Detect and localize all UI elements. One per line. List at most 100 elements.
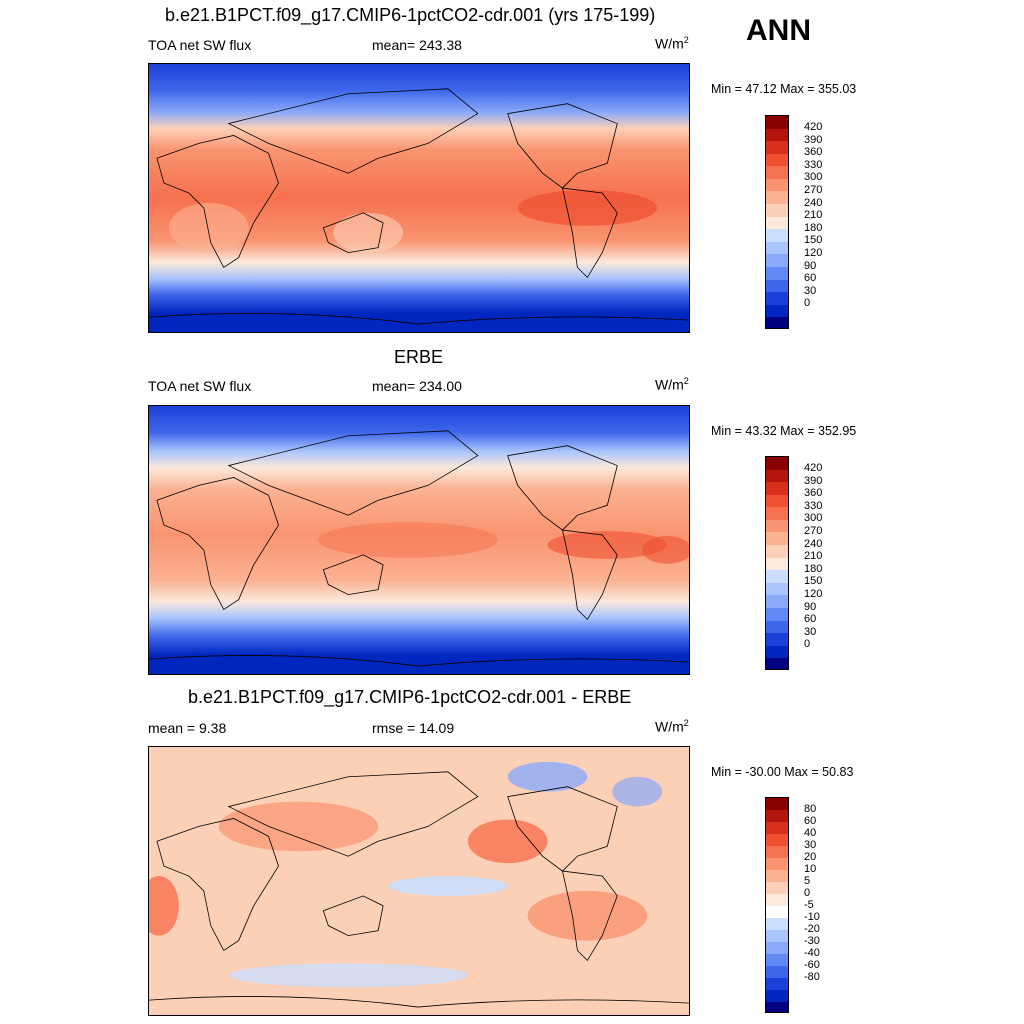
panel-title-diff: b.e21.B1PCT.f09_g17.CMIP6-1pctCO2-cdr.00… bbox=[188, 687, 632, 707]
colorbar-segment bbox=[766, 166, 788, 179]
colorbar-segment bbox=[766, 966, 788, 978]
colorbar-tick-label: 60 bbox=[804, 272, 817, 285]
colorbar-tick-label: 60 bbox=[804, 613, 817, 626]
colorbar-tick-label: 30 bbox=[804, 284, 817, 297]
colorbar-tick-label: -40 bbox=[804, 946, 820, 959]
colorbar-segment bbox=[766, 229, 788, 242]
panel-mean-label: mean = 9.38 bbox=[148, 720, 227, 736]
colorbar-tick-label: 360 bbox=[804, 487, 823, 500]
colorbar-segment bbox=[766, 620, 788, 634]
colorbar-tick-label: 80 bbox=[804, 802, 817, 815]
colorbar-segment bbox=[766, 930, 788, 942]
colorbar-segment bbox=[766, 894, 788, 906]
colorbar-tick-label: 10 bbox=[804, 862, 817, 875]
colorbar-tick-label: 5 bbox=[804, 874, 811, 887]
colorbar-segment bbox=[766, 191, 788, 205]
colorbar-tick-label: 150 bbox=[804, 234, 823, 247]
colorbar-tick-label: 330 bbox=[804, 499, 823, 512]
colorbar-tick-label: 330 bbox=[804, 158, 823, 171]
colorbar-segment bbox=[766, 1002, 788, 1012]
colorbar-segment bbox=[766, 954, 788, 966]
colorbar-tick-label: 40 bbox=[804, 826, 817, 839]
colorbar-segment bbox=[766, 978, 788, 990]
colorbar-tick-label: 300 bbox=[804, 171, 823, 184]
minmax-label-obs: Min = 43.32 Max = 352.95 bbox=[711, 424, 857, 438]
colorbar-segment bbox=[766, 645, 788, 659]
colorbar-segment bbox=[766, 942, 788, 954]
colorbar-tick-label: 270 bbox=[804, 184, 823, 197]
colorbar-segment bbox=[766, 545, 788, 558]
colorbar-tick-label: 60 bbox=[804, 814, 817, 827]
colorbar-segment bbox=[766, 216, 788, 230]
map-model-plot bbox=[149, 64, 689, 332]
colorbar-tick-label: 90 bbox=[804, 600, 817, 613]
colorbar-segment bbox=[766, 570, 788, 583]
colorbar-segment bbox=[766, 607, 788, 621]
map-diff-plot bbox=[149, 747, 689, 1015]
colorbar-tick-label: -20 bbox=[804, 922, 820, 935]
colorbar-tick-label: -10 bbox=[804, 910, 820, 923]
colorbar-segment bbox=[766, 918, 788, 930]
colorbar-tick-label: -30 bbox=[804, 934, 820, 947]
colorbar-tick-label: 210 bbox=[804, 550, 823, 563]
colorbar-segment bbox=[766, 178, 788, 192]
panel-variable-label: TOA net SW flux bbox=[148, 37, 252, 53]
colorbar-segment bbox=[766, 254, 788, 267]
colorbar-tick-label: 0 bbox=[804, 638, 811, 651]
colorbar-tick-label: 150 bbox=[804, 575, 823, 588]
colorbar-obs bbox=[765, 456, 789, 670]
colorbar-tick-label: 0 bbox=[804, 886, 811, 899]
colorbar-segment bbox=[766, 846, 788, 858]
colorbar-tick-label: 210 bbox=[804, 209, 823, 222]
colorbar-segment bbox=[766, 557, 788, 571]
colorbar-tick-label: 360 bbox=[804, 146, 823, 159]
colorbar-segment bbox=[766, 317, 788, 328]
panel-mean-label: mean= 234.00 bbox=[372, 378, 462, 394]
colorbar-tick-label: 390 bbox=[804, 133, 823, 146]
colorbar-tick-label: 240 bbox=[804, 196, 823, 209]
panel-title-obs: ERBE bbox=[394, 347, 444, 367]
colorbar-diff bbox=[765, 797, 789, 1013]
colorbar-tick-label: 30 bbox=[804, 838, 817, 851]
colorbar-segment bbox=[766, 241, 788, 255]
panel-variable-label: TOA net SW flux bbox=[148, 378, 252, 394]
colorbar-tick-label: -60 bbox=[804, 958, 820, 971]
panel-units: W/m2 bbox=[655, 718, 689, 735]
colorbar-tick-label: 420 bbox=[804, 121, 823, 134]
panel-units: W/m2 bbox=[655, 376, 689, 393]
colorbar-segment bbox=[766, 633, 788, 646]
colorbar-segment bbox=[766, 595, 788, 608]
colorbar-tick-label: 300 bbox=[804, 512, 823, 525]
panel-units: W/m2 bbox=[655, 35, 689, 52]
colorbar-segment bbox=[766, 469, 788, 483]
colorbar-segment bbox=[766, 658, 788, 669]
panel-title-model: b.e21.B1PCT.f09_g17.CMIP6-1pctCO2-cdr.00… bbox=[165, 5, 656, 25]
map-obs bbox=[148, 405, 690, 675]
colorbar-tick-label: 180 bbox=[804, 562, 823, 575]
panel-mean-label: mean= 243.38 bbox=[372, 37, 462, 53]
colorbar-segment bbox=[766, 292, 788, 305]
colorbar-tick-label: -80 bbox=[804, 970, 820, 983]
colorbar-segment bbox=[766, 870, 788, 882]
colorbar-tick-label: 30 bbox=[804, 625, 817, 638]
colorbar-segment bbox=[766, 128, 788, 142]
colorbar-tick-label: 390 bbox=[804, 474, 823, 487]
colorbar-segment bbox=[766, 494, 788, 508]
colorbar-tick-label: 20 bbox=[804, 850, 817, 863]
colorbar-segment bbox=[766, 507, 788, 520]
minmax-label-diff: Min = -30.00 Max = 50.83 bbox=[711, 765, 854, 779]
map-diff bbox=[148, 746, 690, 1016]
colorbar-segment bbox=[766, 266, 788, 280]
colorbar-segment bbox=[766, 810, 788, 822]
colorbar-tick-label: 120 bbox=[804, 587, 823, 600]
colorbar-tick-label: 240 bbox=[804, 537, 823, 550]
colorbar-tick-label: -5 bbox=[804, 898, 814, 911]
colorbar-segment bbox=[766, 834, 788, 846]
colorbar-segment bbox=[766, 582, 788, 596]
colorbar-segment bbox=[766, 153, 788, 167]
colorbar-segment bbox=[766, 519, 788, 533]
map-model bbox=[148, 63, 690, 333]
colorbar-model bbox=[765, 115, 789, 329]
colorbar-tick-label: 420 bbox=[804, 462, 823, 475]
colorbar-segment bbox=[766, 990, 788, 1002]
